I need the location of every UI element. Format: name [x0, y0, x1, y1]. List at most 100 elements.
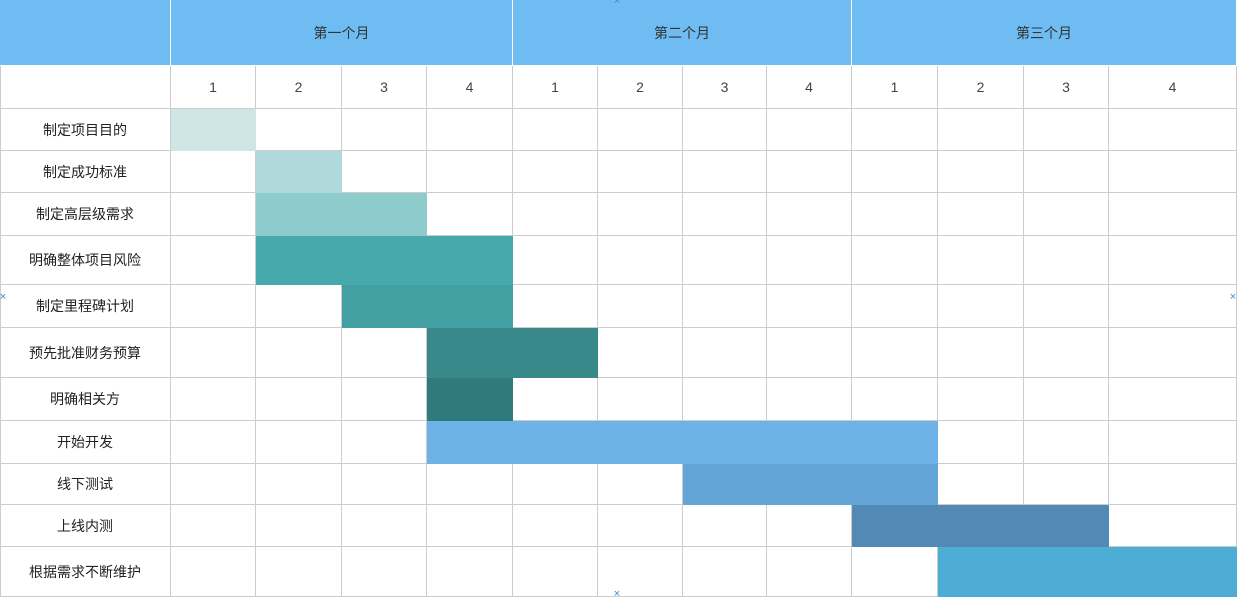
grid-cell: [938, 378, 1024, 421]
week-row-label: [0, 66, 171, 109]
week-header: 1: [852, 66, 938, 109]
grid-cell: [598, 151, 683, 193]
selection-handle-right[interactable]: ×: [1229, 291, 1237, 303]
grid-cell: [1109, 151, 1237, 193]
month-header: 第二个月: [513, 0, 852, 66]
grid-cell: [852, 109, 938, 151]
task-label: 预先批准财务预算: [0, 328, 171, 378]
grid-cell: [171, 505, 256, 547]
selection-handle-bottom[interactable]: ×: [613, 588, 621, 600]
task-bar: [256, 193, 427, 236]
task-bar: [171, 109, 256, 151]
week-header: 2: [598, 66, 683, 109]
task-bar: [852, 505, 1109, 547]
grid-cell: [598, 193, 683, 236]
task-label: 明确整体项目风险: [0, 236, 171, 285]
grid-cell: [427, 151, 513, 193]
grid-cell: [1109, 328, 1237, 378]
grid-cell: [767, 236, 852, 285]
grid-cell: [256, 285, 342, 328]
grid-cell: [256, 109, 342, 151]
grid-cell: [852, 285, 938, 328]
grid-cell: [767, 109, 852, 151]
selection-handle-top[interactable]: ×: [613, 0, 621, 7]
grid-cell: [1024, 464, 1109, 505]
grid-cell: [171, 151, 256, 193]
grid-cell: [256, 547, 342, 597]
grid-cell: [342, 464, 427, 505]
task-bar: [683, 464, 938, 505]
grid-cell: [513, 547, 598, 597]
task-label: 制定项目目的: [0, 109, 171, 151]
task-label: 制定里程碑计划: [0, 285, 171, 328]
grid-cell: [427, 547, 513, 597]
week-header: 3: [1024, 66, 1109, 109]
grid-cell: [1024, 421, 1109, 464]
week-header: 1: [171, 66, 256, 109]
grid-cell: [598, 328, 683, 378]
grid-cell: [598, 505, 683, 547]
grid-cell: [852, 378, 938, 421]
month-header: 第一个月: [171, 0, 513, 66]
grid-cell: [171, 378, 256, 421]
grid-cell: [683, 328, 767, 378]
table-left-border: [0, 66, 1, 597]
grid-cell: [513, 193, 598, 236]
grid-cell: [938, 151, 1024, 193]
week-header: 4: [1109, 66, 1237, 109]
grid-cell: [171, 328, 256, 378]
grid-cell: [171, 193, 256, 236]
task-bar: [256, 236, 513, 285]
grid-cell: [938, 328, 1024, 378]
grid-cell: [683, 378, 767, 421]
grid-cell: [1109, 421, 1237, 464]
grid-cell: [938, 285, 1024, 328]
grid-cell: [598, 285, 683, 328]
task-label: 上线内测: [0, 505, 171, 547]
grid-cell: [767, 193, 852, 236]
grid-cell: [598, 378, 683, 421]
grid-cell: [938, 109, 1024, 151]
task-label: 线下测试: [0, 464, 171, 505]
grid-cell: [1109, 193, 1237, 236]
grid-cell: [256, 328, 342, 378]
grid-cell: [256, 505, 342, 547]
grid-cell: [598, 109, 683, 151]
grid-cell: [171, 421, 256, 464]
grid-cell: [427, 505, 513, 547]
grid-cell: [683, 547, 767, 597]
week-header: 2: [256, 66, 342, 109]
task-label: 制定高层级需求: [0, 193, 171, 236]
task-label: 明确相关方: [0, 378, 171, 421]
task-bar: [256, 151, 342, 193]
grid-cell: [1024, 193, 1109, 236]
week-header: 4: [767, 66, 852, 109]
grid-cell: [342, 328, 427, 378]
week-header: 3: [683, 66, 767, 109]
grid-cell: [513, 151, 598, 193]
grid-cell: [683, 285, 767, 328]
grid-cell: [767, 328, 852, 378]
task-label: 根据需求不断维护: [0, 547, 171, 597]
task-label: 开始开发: [0, 421, 171, 464]
grid-cell: [171, 236, 256, 285]
grid-cell: [938, 421, 1024, 464]
grid-cell: [683, 151, 767, 193]
grid-cell: [1024, 378, 1109, 421]
grid-cell: [171, 464, 256, 505]
grid-cell: [342, 547, 427, 597]
grid-cell: [342, 151, 427, 193]
grid-cell: [1024, 109, 1109, 151]
grid-cell: [171, 547, 256, 597]
grid-cell: [1109, 285, 1237, 328]
week-header: 2: [938, 66, 1024, 109]
grid-cell: [598, 547, 683, 597]
grid-cell: [427, 109, 513, 151]
week-header: 3: [342, 66, 427, 109]
grid-cell: [767, 547, 852, 597]
grid-cell: [342, 378, 427, 421]
grid-cell: [427, 193, 513, 236]
selection-handle-left[interactable]: ×: [0, 291, 7, 303]
grid-cell: [256, 421, 342, 464]
